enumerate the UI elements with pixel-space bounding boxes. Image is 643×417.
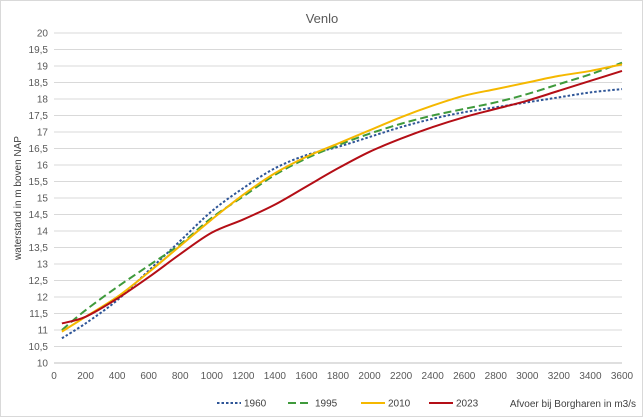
y-tick-label: 13 xyxy=(37,260,49,271)
series-line-1995 xyxy=(61,61,623,331)
y-tick-label: 15,5 xyxy=(29,177,49,188)
y-tick-label: 14 xyxy=(37,227,49,238)
x-axis-label: Afvoer bij Borgharen in m3/s xyxy=(510,399,636,410)
y-tick-label: 16,5 xyxy=(29,144,49,155)
series-lines xyxy=(61,61,623,340)
x-tick-label: 1400 xyxy=(264,371,287,382)
legend: 1960 1995 2010 2023 xyxy=(217,399,479,410)
legend-label-2010: 2010 xyxy=(388,399,411,410)
y-tick-label: 12 xyxy=(37,293,49,304)
x-tick-label: 3000 xyxy=(516,371,539,382)
y-tick-label: 12,5 xyxy=(29,276,49,287)
x-tick-label: 800 xyxy=(172,371,189,382)
x-tick-label: 200 xyxy=(77,371,94,382)
y-tick-label: 19,5 xyxy=(29,45,49,56)
y-axis-ticks: 10 10,5 11 11,5 12 12,5 13 13,5 14 14,5 15 15,5 16 16… xyxy=(29,29,49,370)
y-tick-label: 18 xyxy=(37,95,49,106)
legend-label-1960: 1960 xyxy=(244,399,267,410)
x-axis-ticks: 0 200 400 600 800 1000 1200 1400 1600 1800 2000 220… xyxy=(51,371,633,382)
x-tick-label: 0 xyxy=(51,371,57,382)
y-tick-label: 15 xyxy=(37,194,49,205)
y-tick-label: 13,5 xyxy=(29,243,49,254)
x-tick-label: 2600 xyxy=(453,371,476,382)
x-tick-label: 1800 xyxy=(327,371,350,382)
x-tick-label: 1000 xyxy=(201,371,224,382)
legend-label-1995: 1995 xyxy=(315,399,338,410)
series-line-2023 xyxy=(61,69,623,325)
x-tick-label: 3400 xyxy=(579,371,602,382)
y-tick-label: 20 xyxy=(37,29,49,40)
x-tick-label: 400 xyxy=(109,371,126,382)
x-tick-label: 3200 xyxy=(548,371,571,382)
y-tick-label: 19 xyxy=(37,62,49,73)
x-tick-label: 3600 xyxy=(611,371,634,382)
chart-title: Venlo xyxy=(306,11,339,26)
x-tick-label: 1600 xyxy=(295,371,318,382)
y-tick-label: 17 xyxy=(37,128,49,139)
series-line-1960 xyxy=(61,88,623,340)
x-tick-label: 2200 xyxy=(390,371,413,382)
y-tick-label: 17,5 xyxy=(29,111,49,122)
y-tick-label: 11,5 xyxy=(29,309,48,320)
series-line-2010 xyxy=(61,63,623,333)
legend-label-2023: 2023 xyxy=(456,399,479,410)
x-tick-label: 2000 xyxy=(358,371,381,382)
y-tick-label: 10,5 xyxy=(29,342,49,353)
y-tick-label: 16 xyxy=(37,161,49,172)
y-tick-label: 14,5 xyxy=(29,210,49,221)
y-axis-label: waterstand in m boven NAP xyxy=(13,136,24,261)
x-tick-label: 600 xyxy=(140,371,157,382)
y-tick-label: 18,5 xyxy=(29,78,49,89)
y-tick-label: 10 xyxy=(37,359,49,370)
gridlines xyxy=(54,32,622,347)
x-tick-label: 2400 xyxy=(422,371,445,382)
y-tick-label: 11 xyxy=(38,326,49,337)
x-tick-label: 2800 xyxy=(485,371,508,382)
x-tick-label: 1200 xyxy=(232,371,255,382)
